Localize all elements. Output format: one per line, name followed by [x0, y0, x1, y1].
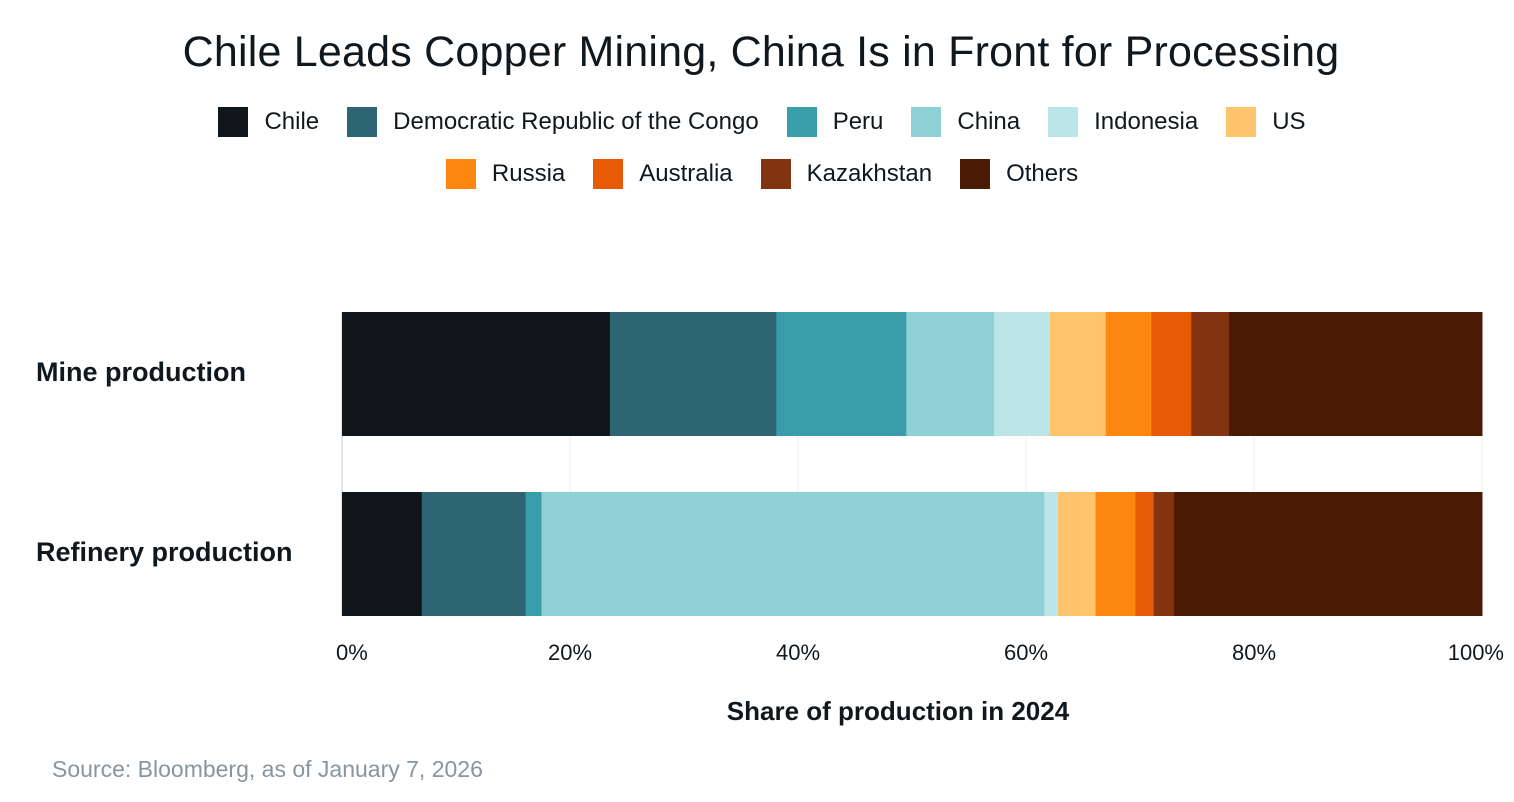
- bar-segment-china: [906, 312, 995, 436]
- legend-swatch: [1048, 107, 1079, 137]
- x-tick-label: 0%: [336, 640, 368, 665]
- legend-item: Chile: [218, 107, 319, 137]
- legend-swatch: [445, 159, 476, 189]
- chart-title: Chile Leads Copper Mining, China Is in F…: [182, 28, 1340, 76]
- legend-swatch: [347, 107, 378, 137]
- legend-label: Democratic Republic of the Congo: [393, 108, 759, 135]
- bar-segment-us: [1057, 492, 1097, 616]
- legend-swatch: [593, 159, 624, 189]
- legend-row-1: Chile Democratic Republic of the Congo P…: [0, 107, 1514, 137]
- legend-swatch: [1226, 107, 1257, 137]
- legend-item: Kazakhstan: [760, 159, 933, 189]
- legend-label: Australia: [639, 160, 733, 187]
- bar-segment-indonesia: [994, 312, 1051, 436]
- legend-row-2: Russia Australia Kazakhstan Others: [0, 159, 1514, 189]
- category-label: Refinery production: [36, 537, 293, 567]
- legend-swatch: [911, 107, 942, 137]
- bar-segment-others: [1228, 312, 1483, 436]
- bar-segment-russia: [1095, 492, 1136, 616]
- bar-segment-kazakhstan: [1191, 312, 1230, 436]
- x-axis-label: Share of production in 2024: [726, 696, 1070, 726]
- legend-label: Russia: [491, 160, 566, 187]
- legend-label: China: [957, 108, 1021, 135]
- legend-label: Others: [1006, 160, 1079, 187]
- x-tick-label: 40%: [776, 640, 820, 665]
- legend-swatch: [760, 159, 791, 189]
- bar-segment-russia: [1105, 312, 1152, 436]
- legend-swatch: [786, 107, 817, 137]
- bar-segment-democratic-republic-of-the-congo: [421, 492, 527, 616]
- legend-item: China: [911, 107, 1020, 137]
- legend-item: Indonesia: [1048, 107, 1198, 137]
- bar-segment-china: [541, 492, 1045, 616]
- legend-item: Democratic Republic of the Congo: [347, 107, 759, 137]
- legend-label: US: [1272, 108, 1306, 135]
- bar-segment-chile: [342, 312, 611, 436]
- legend-item: Peru: [786, 107, 884, 137]
- x-tick-label: 60%: [1004, 640, 1048, 665]
- bar-segment-kazakhstan: [1153, 492, 1175, 616]
- legend-item: Australia: [593, 159, 733, 189]
- x-tick-label: 100%: [1448, 640, 1504, 665]
- bar-segment-indonesia: [1044, 492, 1059, 616]
- bar-segment-peru: [776, 312, 907, 436]
- bar-segment-australia: [1135, 492, 1155, 616]
- x-tick-label: 80%: [1232, 640, 1276, 665]
- legend-label: Kazakhstan: [806, 160, 933, 187]
- source-note: Source: Bloomberg, as of January 7, 2026: [52, 756, 483, 782]
- x-tick-label: 20%: [548, 640, 592, 665]
- legend-item: US: [1226, 107, 1306, 137]
- bar-segment-us: [1049, 312, 1107, 436]
- bar-segment-chile: [342, 492, 423, 616]
- legend-label: Chile: [264, 108, 320, 135]
- bar-segment-australia: [1151, 312, 1192, 436]
- legend-item: Others: [960, 159, 1078, 189]
- category-label: Mine production: [36, 357, 246, 387]
- legend-label: Indonesia: [1094, 108, 1199, 135]
- legend-swatch: [218, 107, 249, 137]
- legend-label: Peru: [832, 108, 884, 135]
- legend-item: Russia: [445, 159, 566, 189]
- bar-segment-others: [1174, 492, 1483, 616]
- bar-segment-democratic-republic-of-the-congo: [609, 312, 777, 436]
- legend-swatch: [960, 159, 991, 189]
- bar-segment-peru: [525, 492, 542, 616]
